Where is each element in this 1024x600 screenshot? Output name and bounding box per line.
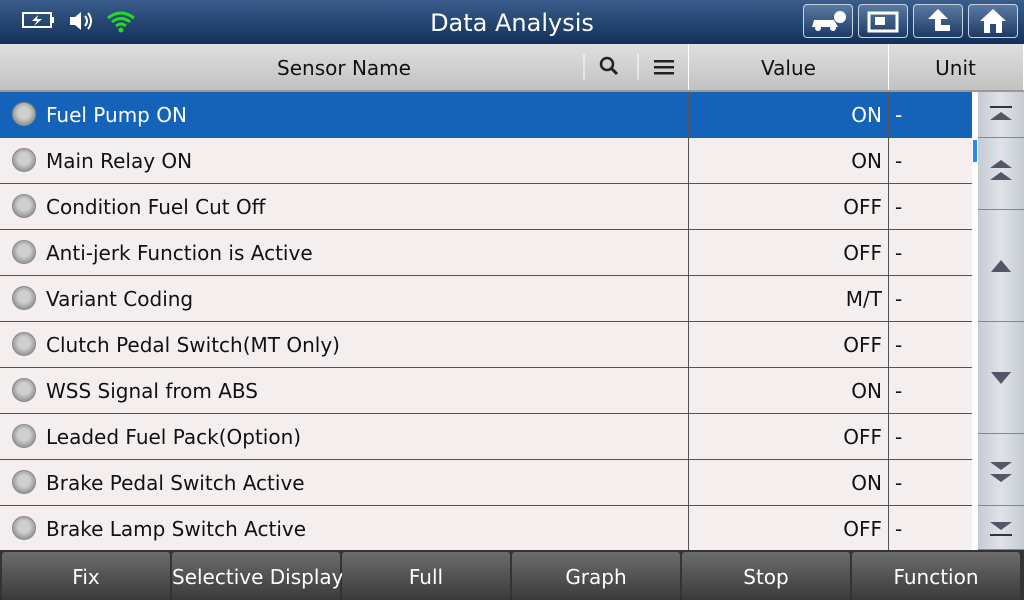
icon [990,522,1012,536]
sensor-unit: - [895,471,903,495]
sensor-name: Clutch Pedal Switch(MT Only) [0,322,689,367]
print-button[interactable] [858,4,908,38]
title: Data Analysis [430,9,594,37]
select-radio[interactable] [12,148,36,172]
function-button[interactable]: Fix [2,552,170,600]
sensor-value: OFF [689,506,889,550]
function-button[interactable]: Selective Display [172,552,343,600]
scroll-nav [978,92,1024,550]
sensor-name: Brake Lamp Switch Active [0,506,689,550]
sensor-row[interactable]: Brake Lamp Switch Active OFF - [0,506,972,550]
sensor-row[interactable]: Clutch Pedal Switch(MT Only) OFF - [0,322,972,368]
sensor-unit: - [895,517,903,541]
sensor-name: Leaded Fuel Pack(Option) [0,414,689,459]
select-radio[interactable] [12,332,36,356]
function-button[interactable]: Stop [682,552,850,600]
sensor-unit: - [895,149,903,173]
sensor-row[interactable]: WSS Signal from ABS ON - [0,368,972,414]
sensor-row[interactable]: Brake Pedal Switch Active ON - [0,460,972,506]
function-button[interactable]: Function [852,552,1020,600]
function-button[interactable]: Graph [512,552,680,600]
scroll-thumb [973,140,977,162]
sensor-unit: - [895,425,903,449]
sensor-name: Main Relay ON [0,138,689,183]
table-header: Sensor Name Value Unit [0,44,1024,92]
select-radio[interactable] [12,470,36,494]
title-bar: Data Analysis [0,0,1024,44]
back-button[interactable] [913,4,963,38]
bottom-bar: Fix Selective Display Full Graph Stop Functio… [0,550,1024,600]
select-radio[interactable] [12,240,36,264]
sensor-value: OFF [689,184,889,229]
column-header: Value [689,44,889,90]
icon [928,9,950,31]
icon [990,106,1012,120]
sensor-unit: - [895,333,903,357]
scroll-top-button[interactable] [978,92,1024,138]
sensor-row[interactable]: Variant Coding M/T - [0,276,972,322]
sensor-row[interactable]: Fuel Pump ON ON - [0,92,972,138]
icon [867,11,899,33]
sensor-row[interactable]: Condition Fuel Cut Off OFF - [0,184,972,230]
select-radio[interactable] [12,286,36,310]
sensor-unit: - [895,103,903,127]
sensor-unit: - [895,379,903,403]
sensor-unit: - [895,287,903,311]
sensor-name: Fuel Pump ON [0,92,689,137]
status-icons [22,11,135,33]
column-header: Sensor Name [0,44,689,90]
sensor-value: OFF [689,322,889,367]
column-label: Sensor Name [277,56,411,80]
icon [990,160,1012,180]
sensor-name: WSS Signal from ABS [0,368,689,413]
icon [812,11,846,31]
page-up-button[interactable] [978,138,1024,210]
select-radio[interactable] [12,102,36,126]
icon [991,260,1011,272]
sensor-value: ON [689,138,889,183]
select-radio[interactable] [12,424,36,448]
select-radio[interactable] [12,378,36,402]
sensor-value: OFF [689,230,889,275]
vehicle-info-button[interactable] [803,4,853,38]
header-tools[interactable] [583,52,683,82]
sensor-value: ON [689,460,889,505]
column-header: Unit [889,44,1024,90]
sensor-list: Fuel Pump ON ON - Main Relay ON ON - Condition… [0,92,972,550]
select-radio[interactable] [12,516,36,540]
sensor-value: ON [689,368,889,413]
sensor-unit: - [895,241,903,265]
scroll-down-button[interactable] [978,322,1024,434]
home-button[interactable] [968,4,1018,38]
icon [990,462,1012,482]
scrollbar [972,92,978,550]
icon [980,9,1006,33]
sensor-name: Condition Fuel Cut Off [0,184,689,229]
sensor-name: Anti-jerk Function is Active [0,230,689,275]
function-button[interactable]: Full [342,552,510,600]
sensor-row[interactable]: Main Relay ON ON - [0,138,972,184]
sensor-value: ON [689,92,889,137]
sensor-name: Brake Pedal Switch Active [0,460,689,505]
sensor-value: OFF [689,414,889,459]
scroll-bottom-button[interactable] [978,506,1024,550]
select-radio[interactable] [12,194,36,218]
page-down-button[interactable] [978,434,1024,506]
sensor-unit: - [895,195,903,219]
sensor-value: M/T [689,276,889,321]
sensor-row[interactable]: Leaded Fuel Pack(Option) OFF - [0,414,972,460]
icon [991,372,1011,384]
sensor-name: Variant Coding [0,276,689,321]
scroll-up-button[interactable] [978,210,1024,322]
sensor-row[interactable]: Anti-jerk Function is Active OFF - [0,230,972,276]
